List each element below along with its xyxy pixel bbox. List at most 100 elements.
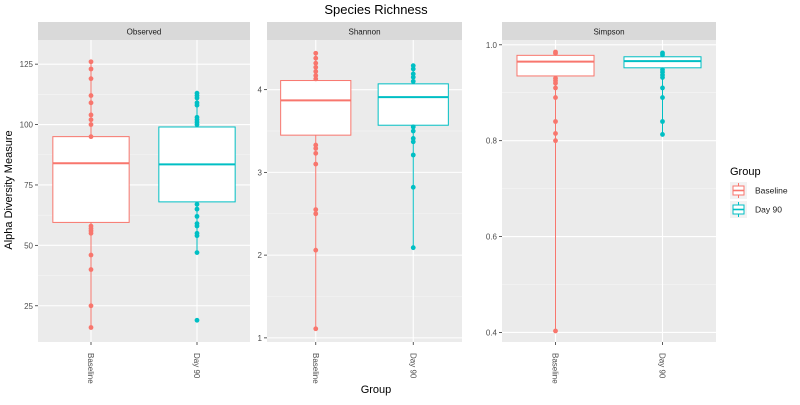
data-point (553, 85, 558, 91)
data-point (313, 247, 319, 253)
facet-panel-shannon: Shannon 1 2 3 4 Baseline Day 90 (258, 22, 462, 384)
legend: Group Baseline Day 90 (730, 166, 788, 218)
legend-label: Day 90 (755, 205, 782, 215)
y-tick-label: 0.4 (486, 328, 498, 337)
data-point (313, 50, 319, 56)
data-point (194, 317, 200, 323)
data-point (88, 252, 94, 258)
x-tick-label: Baseline (86, 353, 95, 384)
data-point (660, 95, 665, 100)
data-point (410, 124, 416, 130)
facet-strip (38, 22, 250, 40)
box-iqr (623, 56, 702, 69)
data-point (313, 326, 319, 332)
boxplot-baseline (52, 59, 130, 330)
box-iqr (280, 80, 352, 136)
data-point (88, 122, 94, 127)
y-tick-label: 25 (24, 302, 33, 311)
y-tick-label: 100 (20, 121, 34, 130)
y-tick-label: 75 (24, 181, 33, 190)
facet-panel-observed: Observed 25 50 75 100 125 Baseline Day 90 (20, 22, 250, 384)
data-point (410, 78, 416, 84)
data-point (553, 328, 558, 334)
chart-title: Species Richness (324, 2, 428, 17)
data-point (410, 74, 416, 80)
data-point (410, 136, 416, 141)
data-point (313, 211, 319, 217)
y-axis-title: Alpha Diversity Measure (3, 130, 15, 249)
data-point (313, 76, 319, 82)
data-point (88, 230, 94, 236)
data-point (88, 76, 94, 82)
data-point (660, 74, 665, 80)
data-point (553, 119, 558, 124)
y-tick-label: 50 (24, 241, 33, 250)
box-iqr (377, 83, 449, 126)
box-iqr (516, 54, 595, 77)
data-point (313, 64, 319, 70)
data-point (410, 63, 416, 69)
data-point (313, 161, 319, 167)
data-point (313, 69, 319, 74)
data-point (194, 201, 200, 207)
boxplot-day-90 (377, 63, 449, 251)
facet-strip (267, 22, 462, 40)
data-point (88, 93, 94, 98)
data-point (88, 267, 94, 272)
data-point (313, 145, 319, 151)
data-point (313, 207, 319, 213)
data-point (88, 117, 94, 123)
legend-item-day-90: Day 90 (730, 201, 782, 218)
boxplot-baseline (280, 50, 352, 332)
facet-strip-label: Simpson (593, 28, 624, 37)
data-point (410, 66, 416, 72)
data-point (660, 85, 665, 91)
data-point (553, 51, 558, 56)
box-iqr (52, 136, 130, 223)
data-point (88, 100, 94, 106)
x-axis-title: Group (361, 384, 392, 396)
facet-strip-label: Observed (127, 28, 162, 37)
x-tick-label: Baseline (551, 353, 560, 384)
y-tick-label: 3 (258, 168, 263, 177)
panel-background (502, 40, 716, 342)
data-point (660, 52, 665, 58)
data-point (194, 102, 200, 108)
data-point (88, 325, 94, 330)
boxplot-baseline (516, 49, 595, 334)
y-tick-label: 1 (258, 334, 263, 343)
data-point (88, 66, 94, 72)
data-point (410, 128, 416, 134)
y-tick-label: 0.6 (486, 233, 498, 242)
x-tick-label: Day 90 (408, 353, 417, 379)
data-point (410, 184, 416, 190)
data-point (313, 73, 319, 78)
data-point (88, 59, 94, 65)
x-tick-label: Baseline (311, 353, 320, 384)
facet-strip (502, 22, 716, 40)
legend-item-baseline: Baseline (730, 182, 788, 199)
data-point (88, 134, 94, 140)
data-point (313, 150, 319, 156)
y-tick-label: 4 (258, 86, 263, 95)
data-point (194, 206, 200, 212)
boxplot-day-90 (158, 90, 236, 323)
data-point (194, 95, 200, 101)
data-point (410, 245, 416, 251)
y-tick-label: 0.8 (486, 137, 498, 146)
data-point (410, 139, 416, 145)
x-tick-label: Day 90 (192, 353, 201, 379)
data-point (410, 152, 416, 158)
facet-panel-simpson: Simpson 0.4 0.6 0.8 1.0 Baseline Day 90 (486, 22, 716, 384)
data-point (88, 303, 94, 309)
data-point (553, 95, 558, 100)
data-point (313, 142, 319, 148)
data-point (194, 250, 200, 256)
data-point (88, 112, 94, 118)
data-point (553, 138, 558, 144)
legend-label: Baseline (755, 186, 788, 196)
x-tick-label: Day 90 (658, 353, 667, 379)
